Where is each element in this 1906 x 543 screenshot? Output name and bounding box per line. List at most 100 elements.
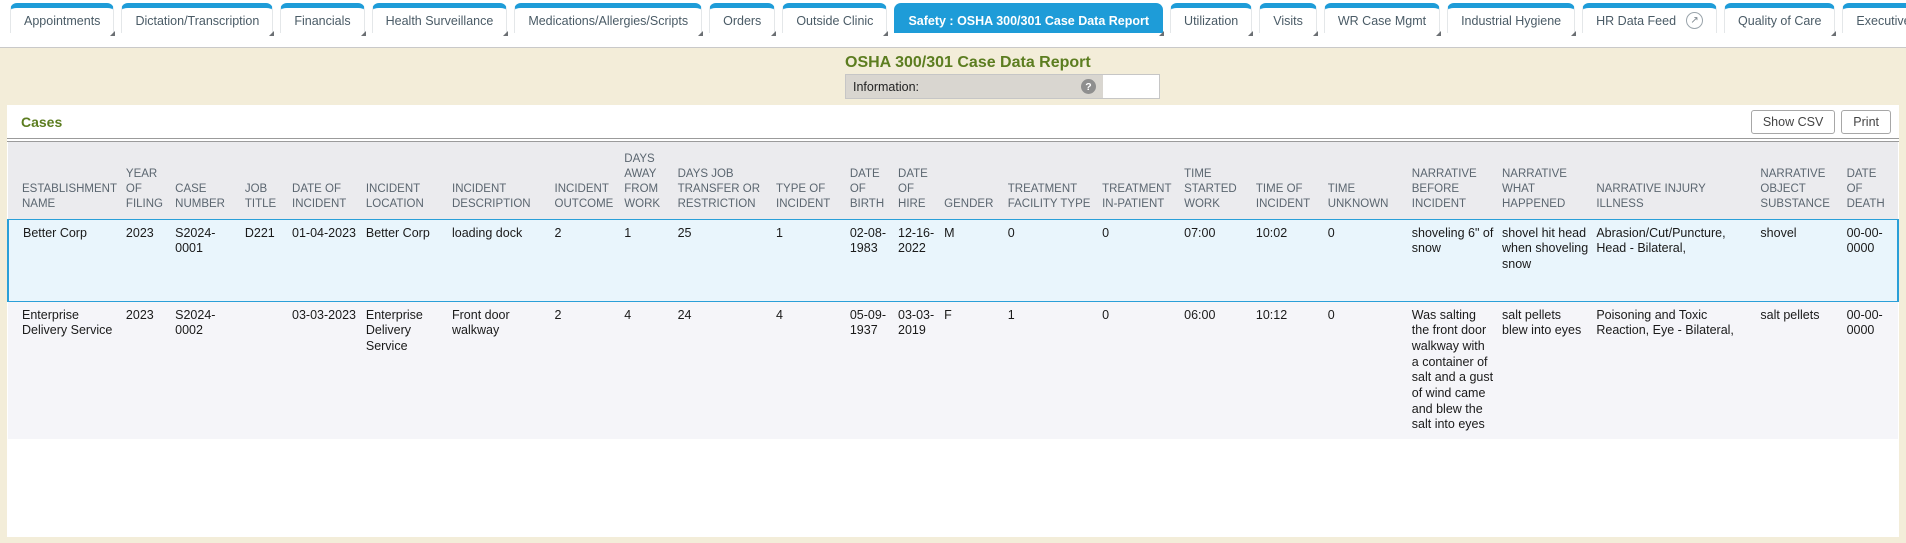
tab-label: Medications/Allergies/Scripts [528, 13, 689, 28]
page-title: OSHA 300/301 Case Data Report [845, 54, 1091, 71]
table-cell: D221 [244, 218, 293, 302]
table-cell: 4 [776, 307, 783, 322]
table-cell: shoveling 6" of snow [1411, 218, 1502, 302]
tab-bar-underline [0, 36, 1906, 48]
table-cell: Better Corp [365, 218, 452, 302]
information-value [1103, 75, 1159, 98]
tab-hr-data-feed[interactable]: HR Data Feed ↗ [1582, 3, 1718, 33]
table-cell: 0 [1327, 218, 1412, 302]
table-cell: M [944, 218, 1008, 302]
tab-executive-dashboard[interactable]: Executive Dashboard↗ [1842, 3, 1906, 33]
column-header: TIME UNKNOWN [1327, 142, 1412, 220]
table-cell: 03-03-2023 [292, 307, 356, 322]
table-cell: 0 [1102, 307, 1110, 322]
tab-financials[interactable]: Financials [280, 3, 366, 36]
tab-label: Quality of Care [1738, 13, 1822, 28]
column-header: DAYS JOB TRANSFER OR RESTRICTION [677, 142, 777, 220]
column-header: TIME STARTED WORK [1184, 142, 1256, 220]
table-cell: shovel hit head when shoveling snow [1502, 218, 1597, 302]
tab-bar: Appointments Dictation/Transcription Finan… [0, 0, 1906, 36]
tab-label: Health Surveillance [385, 13, 494, 28]
column-header: NARRATIVE OBJECT SUBSTANCE [1760, 142, 1847, 220]
table-row[interactable]: Better Corp 2023 S2024-0001 D221 01-04-2023 B… [7, 218, 1900, 302]
table-cell: 2023 [125, 307, 154, 322]
tab-dictation-transcription[interactable]: Dictation/Transcription [121, 3, 275, 36]
table-cell: shovel [1760, 218, 1847, 302]
column-header: YEAR OF FILING [125, 142, 176, 220]
table-cell: salt pellets blew into eyes [1502, 307, 1582, 338]
cases-toolbar: Cases Show CSV Print [7, 105, 1899, 138]
table-cell: S2024-0002 [175, 307, 216, 338]
report-header: OSHA 300/301 Case Data Report Informatio… [0, 48, 1906, 105]
table-cell: Abrasion/Cut/Puncture, Head - Bilateral, [1596, 218, 1761, 302]
table-cell: 06:00 [1184, 307, 1216, 322]
tab-safety-osha-300-301-case-data-report[interactable]: Safety : OSHA 300/301 Case Data Report [894, 3, 1164, 36]
table-cell: 2023 [125, 218, 176, 302]
tab-label: HR Data Feed [1596, 13, 1677, 28]
table-cell: 25 [677, 218, 777, 302]
tab-visits[interactable]: Visits [1259, 3, 1318, 36]
column-header: TIME OF INCIDENT [1255, 142, 1328, 220]
tab-label: WR Case Mgmt [1337, 13, 1427, 28]
table-cell: 12-16-2022 [898, 218, 945, 302]
tab-industrial-hygiene[interactable]: Industrial Hygiene [1447, 3, 1577, 36]
tab-label: Safety : OSHA 300/301 Case Data Report [908, 13, 1150, 28]
tab-label: Industrial Hygiene [1461, 13, 1562, 28]
table-cell: 10:02 [1255, 218, 1328, 302]
table-cell: 1 [776, 218, 850, 302]
column-header: TREATMENT IN-PATIENT [1102, 142, 1185, 220]
column-header: JOB TITLE [244, 142, 293, 220]
table-row[interactable]: Enterprise Delivery Service 2023 S2024-000… [8, 301, 1898, 439]
tab-quality-of-care[interactable]: Quality of Care [1724, 3, 1837, 36]
table-cell: 24 [677, 307, 692, 322]
table-cell: 0 [1007, 218, 1103, 302]
cases-table-header: ESTABLISHMENT NAME YEAR OF FILING CASE NUM… [8, 142, 1898, 220]
table-cell: Poisoning and Toxic Reaction, Eye - Bila… [1596, 307, 1734, 338]
tab-wr-case-mgmt[interactable]: WR Case Mgmt [1323, 3, 1442, 36]
page-bottom-strip [0, 537, 1906, 543]
table-cell: 1 [624, 218, 678, 302]
column-header: NARRATIVE BEFORE INCIDENT [1411, 142, 1502, 220]
tab-health-surveillance[interactable]: Health Surveillance [371, 3, 509, 36]
table-cell: Was salting the front door walkway with … [1411, 307, 1494, 432]
table-cell: 00-00-0000 [1846, 307, 1883, 338]
tab-medications-allergies-scripts[interactable]: Medications/Allergies/Scripts [514, 3, 703, 36]
table-cell: 0 [1327, 307, 1335, 322]
tab-label: Outside Clinic [796, 13, 874, 28]
cases-table: ESTABLISHMENT NAME YEAR OF FILING CASE NUM… [7, 142, 1900, 439]
table-cell: 03-03-2019 [898, 307, 935, 338]
table-cell: 01-04-2023 [292, 218, 366, 302]
tab-label: Dictation/Transcription [135, 13, 260, 28]
section-divider [7, 138, 1899, 142]
table-cell: F [944, 307, 952, 322]
tab-label: Financials [294, 13, 351, 28]
column-header: DAYS AWAY FROM WORK [624, 142, 678, 220]
table-cell: 00-00-0000 [1846, 218, 1900, 302]
column-header: INCIDENT LOCATION [365, 142, 452, 220]
table-cell: 2 [554, 218, 625, 302]
table-cell: S2024-0001 [175, 218, 245, 302]
tab-label: Visits [1273, 13, 1303, 28]
show-csv-button[interactable]: Show CSV [1750, 110, 1836, 134]
table-cell: 4 [624, 307, 632, 322]
column-header: INCIDENT OUTCOME [554, 142, 625, 220]
tab-utilization[interactable]: Utilization [1170, 3, 1254, 36]
table-cell: Enterprise Delivery Service [22, 307, 113, 338]
table-cell: Enterprise Delivery Service [365, 307, 423, 353]
tab-label: Utilization [1184, 13, 1239, 28]
help-icon[interactable]: ? [1081, 79, 1096, 94]
tab-appointments[interactable]: Appointments [10, 3, 116, 36]
external-link-icon[interactable]: ↗ [1686, 12, 1704, 29]
table-cell: Front door walkway [452, 307, 510, 338]
tab-orders[interactable]: Orders [709, 3, 777, 36]
column-header: NARRATIVE WHAT HAPPENED [1502, 142, 1597, 220]
tab-outside-clinic[interactable]: Outside Clinic [782, 3, 889, 36]
column-header: DATE OF HIRE [898, 142, 945, 220]
cases-panel: Cases Show CSV Print ESTABLISHMENT NAME Y… [7, 105, 1900, 537]
information-box: Information: ? [845, 74, 1160, 99]
column-header: DATE OF DEATH [1846, 142, 1898, 220]
table-cell: salt pellets [1760, 307, 1820, 322]
print-button[interactable]: Print [1841, 110, 1891, 134]
table-cell: 1 [1007, 307, 1015, 322]
column-header: GENDER [944, 142, 1008, 220]
